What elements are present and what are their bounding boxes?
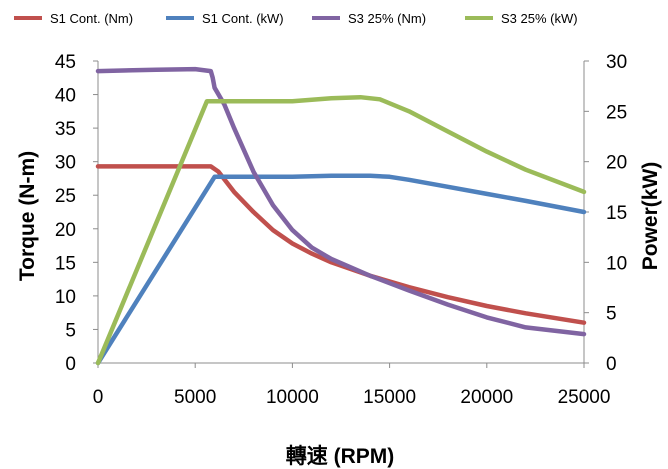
series-line-3 <box>95 66 587 337</box>
x-tick-label: 0 <box>93 387 104 408</box>
y2-axis-title-group: Power(kW) <box>639 162 662 271</box>
y-tick-label: 30 <box>55 153 76 174</box>
y2-tick-label: 20 <box>606 153 627 174</box>
x-tick-label: 5000 <box>174 387 216 408</box>
y-tick-label: 25 <box>55 186 76 207</box>
y-tick-label: 0 <box>65 354 76 375</box>
x-tick-label: 25000 <box>558 387 611 408</box>
y-tick-label: 35 <box>55 119 76 140</box>
series-line-1 <box>95 164 587 325</box>
y-tick-label: 40 <box>55 86 76 107</box>
y2-axis-title: Power(kW) <box>639 162 662 271</box>
series-line-4 <box>95 94 587 366</box>
legend-label-2: S1 Cont. (kW) <box>202 11 284 26</box>
y2-tick-label: 30 <box>606 52 627 73</box>
x-tick-label: 15000 <box>363 387 416 408</box>
y2-tick-label: 0 <box>606 354 617 375</box>
y2-tick-label: 10 <box>606 253 627 274</box>
x-tick-label: 20000 <box>460 387 513 408</box>
series-group <box>95 66 587 366</box>
x-axis-title: 轉速 (RPM) <box>286 444 395 468</box>
y2-tick-label: 15 <box>606 203 627 224</box>
y-tick-label: 45 <box>55 52 76 73</box>
x-tick-label: 10000 <box>266 387 319 408</box>
legend-label-1: S1 Cont. (Nm) <box>50 11 133 26</box>
y-tick-label: 10 <box>55 287 76 308</box>
legend: S1 Cont. (Nm) S1 Cont. (kW) S3 25% (Nm) S3 … <box>14 11 578 26</box>
y-axis-title-group: Torque (N-m) <box>16 151 39 281</box>
y-tick-label: 5 <box>65 320 76 341</box>
legend-label-3: S3 25% (Nm) <box>348 11 426 26</box>
y2-tick-label: 5 <box>606 304 617 325</box>
series-line-2 <box>95 173 587 366</box>
y2-tick-label: 25 <box>606 102 627 123</box>
y-axis-title: Torque (N-m) <box>16 151 39 281</box>
y-tick-label: 20 <box>55 220 76 241</box>
y-tick-label: 15 <box>55 253 76 274</box>
legend-label-4: S3 25% (kW) <box>501 11 578 26</box>
axes: 0 5 10 15 20 25 30 35 40 45 0 5 10 15 20 25 30 0 5000 10000… <box>55 52 627 408</box>
